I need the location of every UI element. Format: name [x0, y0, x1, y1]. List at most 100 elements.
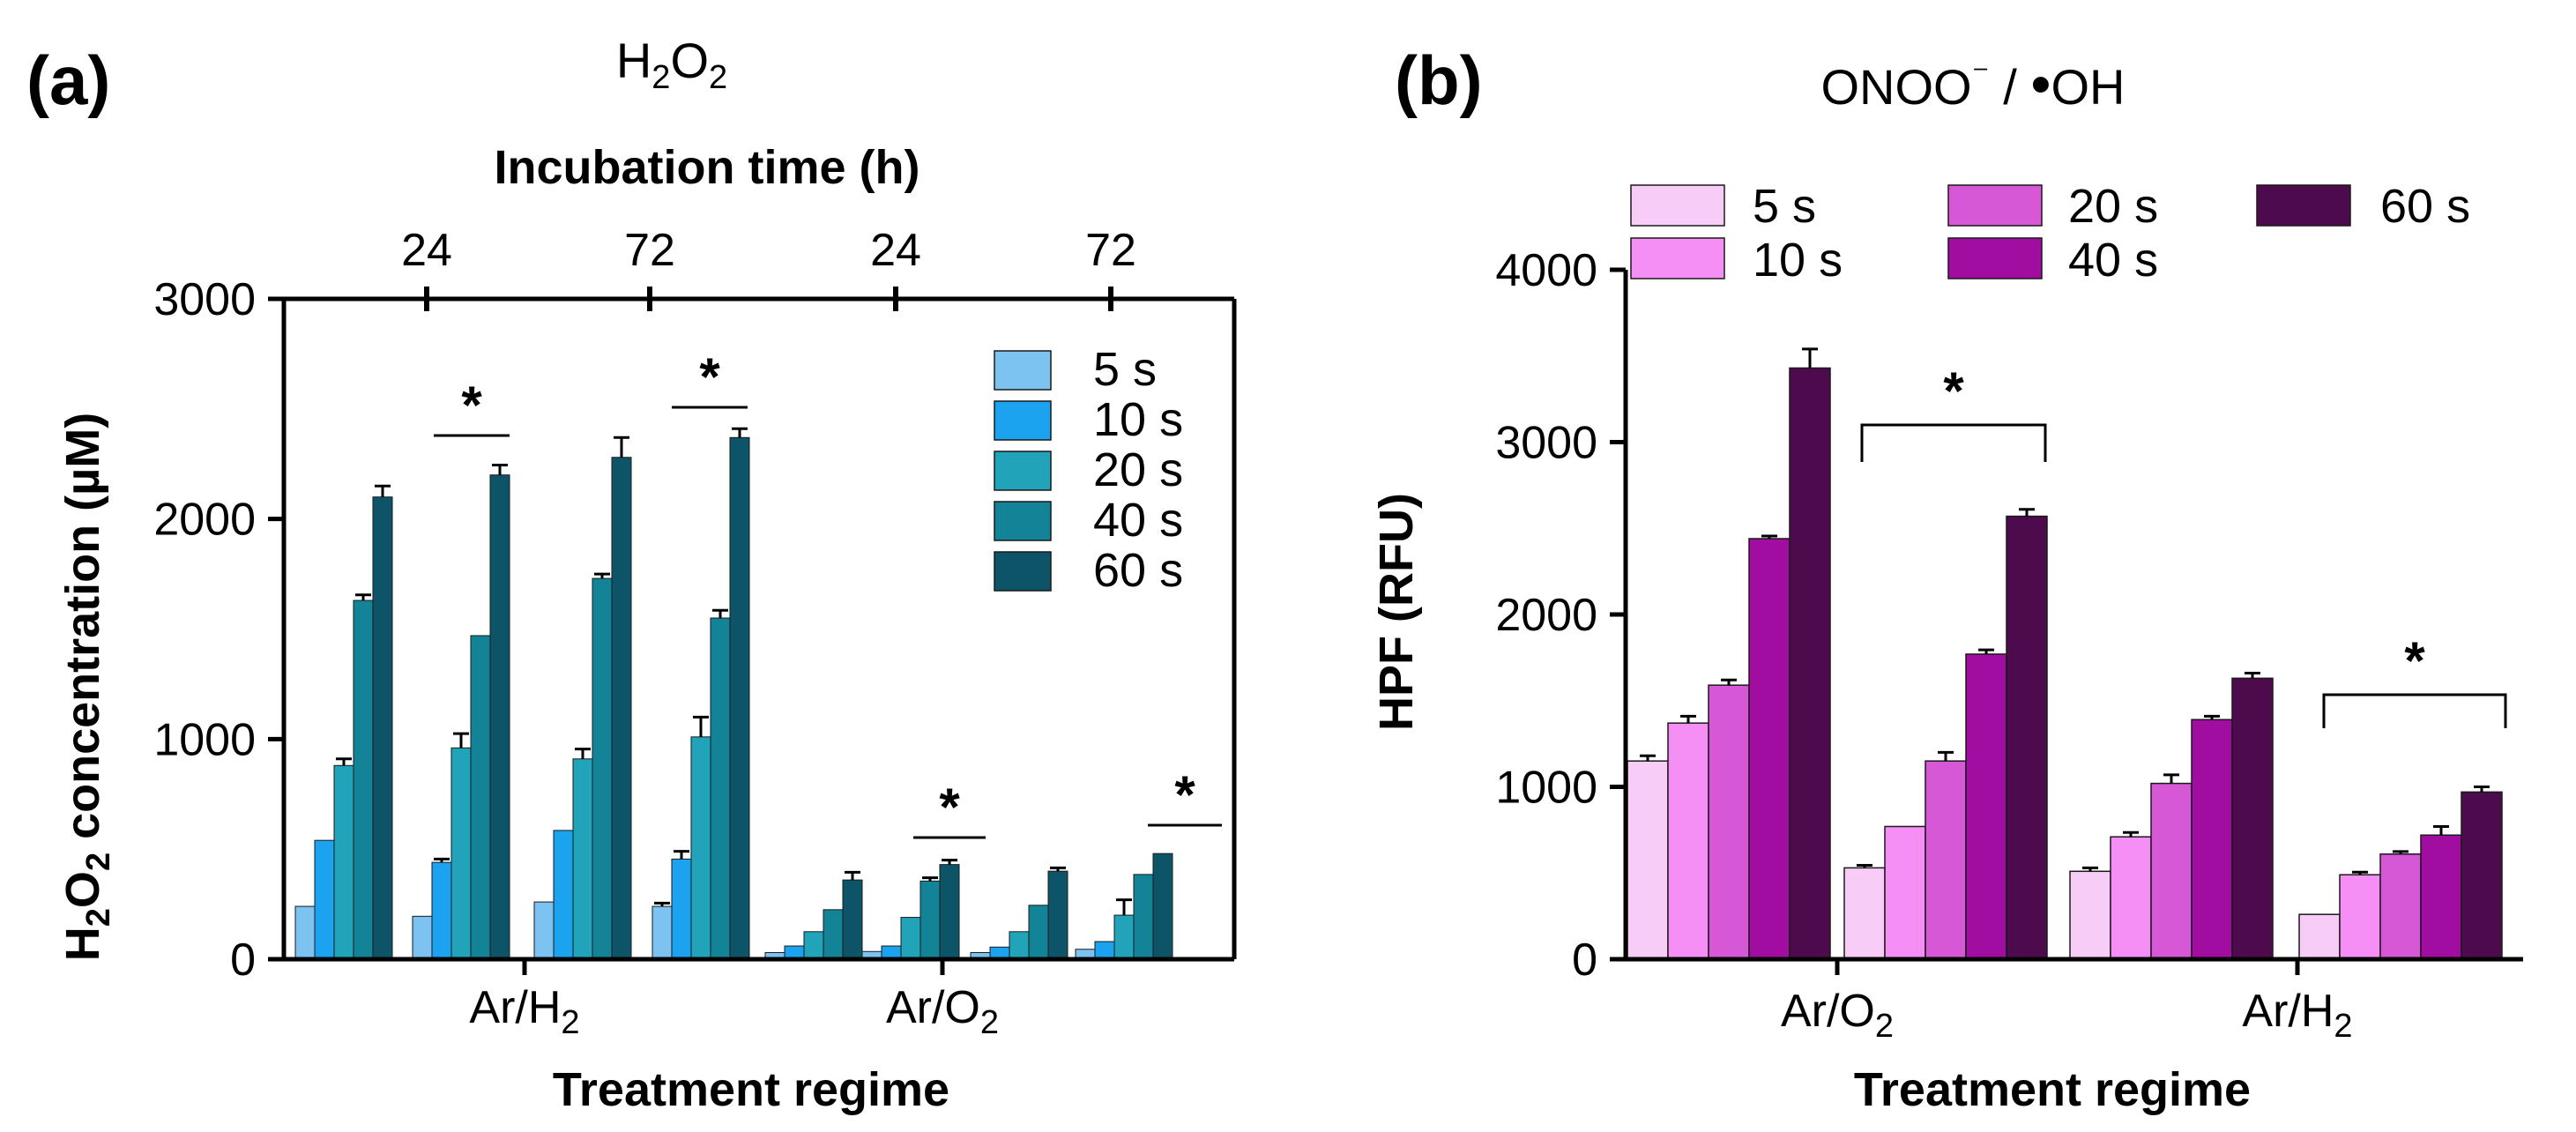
significance-star-1: * — [2404, 631, 2425, 690]
legend-swatch-3 — [1947, 237, 2043, 279]
legend-label-1: 10 s — [1093, 393, 1183, 446]
y-tick-label: 3000 — [1495, 418, 1597, 469]
legend-label-1: 10 s — [1753, 234, 1843, 287]
bar-20s-cluster-7 — [1113, 914, 1135, 960]
bar-40s-cluster-0 — [1748, 538, 1791, 960]
legend-swatch-2 — [994, 451, 1052, 491]
panel-a-letter: (a) — [26, 41, 110, 119]
bar-60s-cluster-3 — [729, 436, 750, 960]
legend-label-4: 60 s — [2380, 180, 2470, 233]
y-tick-label: 2000 — [153, 495, 256, 546]
bar-60s-cluster-3 — [2461, 791, 2503, 960]
bar-5s-cluster-2 — [2069, 870, 2111, 960]
bar-20s-cluster-0 — [333, 764, 354, 960]
legend-label-0: 5 s — [1753, 180, 1816, 233]
bar-60s-cluster-7 — [1152, 853, 1173, 960]
x-tick-label-0: Ar/H2 — [469, 982, 579, 1041]
bar-10s-cluster-2 — [553, 830, 574, 960]
significance-star-3: * — [1174, 765, 1195, 824]
bar-10s-cluster-1 — [1884, 825, 1926, 960]
bar-20s-cluster-1 — [450, 747, 472, 960]
bar-40s-cluster-7 — [1133, 874, 1154, 960]
x-tick-label-1: Ar/H2 — [2242, 986, 2352, 1045]
bar-5s-cluster-0 — [1627, 760, 1669, 960]
bar-40s-cluster-4 — [823, 909, 844, 960]
panel-a-x-axis-title: Treatment regime — [553, 1063, 949, 1116]
legend-swatch-4 — [994, 551, 1052, 592]
panel-b-y-axis-title: HPF (RFU) — [1370, 493, 1423, 731]
bar-5s-cluster-3 — [651, 905, 673, 960]
bar-20s-cluster-5 — [900, 917, 921, 960]
bar-20s-cluster-2 — [2150, 782, 2193, 960]
bar-10s-cluster-1 — [431, 861, 452, 960]
y-tick-label: 4000 — [1495, 245, 1597, 296]
bar-20s-cluster-2 — [572, 758, 593, 960]
top-tick-label: 72 — [1085, 225, 1136, 276]
panel-a-y-axis-title: H2O2 concentration (µM) — [56, 413, 117, 961]
bar-40s-cluster-5 — [919, 880, 941, 960]
top-tick-label: 24 — [401, 225, 452, 276]
significance-star-0: * — [1943, 361, 1964, 421]
bar-60s-cluster-6 — [1047, 870, 1068, 960]
bar-20s-cluster-3 — [2379, 853, 2422, 960]
bar-60s-cluster-2 — [2231, 677, 2274, 960]
panel-b-x-axis-title: Treatment regime — [1854, 1063, 2251, 1116]
bar-5s-cluster-2 — [533, 901, 555, 960]
bar-20s-cluster-4 — [803, 931, 824, 960]
legend-swatch-3 — [994, 501, 1052, 541]
bar-10s-cluster-0 — [1667, 722, 1709, 960]
panel-a-title: H2O2 — [616, 33, 727, 96]
bar-40s-cluster-6 — [1028, 905, 1049, 960]
bar-40s-cluster-1 — [470, 635, 491, 960]
top-tick-label: 72 — [624, 225, 675, 276]
bar-10s-cluster-3 — [671, 858, 692, 960]
bar-10s-cluster-0 — [314, 839, 335, 960]
legend-swatch-1 — [1630, 237, 1725, 279]
bar-40s-cluster-3 — [710, 617, 731, 960]
bar-10s-cluster-3 — [2339, 874, 2381, 960]
legend-swatch-2 — [1947, 184, 2043, 227]
legend-swatch-1 — [994, 400, 1052, 441]
y-tick-label: 0 — [1572, 935, 1597, 986]
bar-60s-cluster-2 — [611, 457, 632, 960]
bar-5s-cluster-1 — [1843, 867, 1886, 960]
bar-5s-cluster-1 — [412, 915, 433, 960]
legend-label-3: 40 s — [2068, 234, 2158, 287]
bar-20s-cluster-1 — [1925, 760, 1967, 960]
y-tick-label: 3000 — [153, 274, 256, 325]
legend-swatch-0 — [994, 350, 1052, 391]
panel-a-top-axis-title: Incubation time (h) — [495, 141, 920, 194]
significance-star-1: * — [699, 347, 720, 406]
bar-40s-cluster-3 — [2420, 834, 2462, 960]
bar-5s-cluster-3 — [2298, 913, 2341, 960]
significance-bracket-0 — [1860, 423, 2047, 462]
legend-swatch-0 — [1630, 184, 1725, 227]
top-tick-label: 24 — [870, 225, 921, 276]
bar-20s-cluster-0 — [1708, 684, 1750, 960]
panel-a-plot: 0 1000 2000 3000 24 72 24 72 Ar/H2 Ar/O2 * * * * 5 s10… — [153, 225, 1237, 1041]
legend-label-2: 20 s — [2068, 180, 2158, 233]
legend-label-3: 40 s — [1093, 494, 1183, 547]
bar-40s-cluster-1 — [1965, 653, 2007, 960]
bar-10s-cluster-2 — [2110, 836, 2152, 960]
y-tick-label: 1000 — [1495, 763, 1597, 814]
panel-b-plot: 0 1000 2000 3000 4000 Ar/O2 Ar/H2 * * 5 s10 s 20 s… — [1495, 180, 2523, 1045]
significance-star-2: * — [939, 778, 960, 837]
bar-60s-cluster-1 — [2006, 515, 2048, 960]
bar-40s-cluster-2 — [2191, 719, 2233, 960]
bar-60s-cluster-1 — [489, 474, 510, 960]
y-tick-label: 2000 — [1495, 590, 1597, 641]
x-tick-label-0: Ar/O2 — [1781, 986, 1894, 1045]
significance-bracket-1 — [2322, 693, 2507, 728]
y-tick-label: 0 — [230, 935, 256, 986]
legend-label-0: 5 s — [1093, 343, 1157, 396]
legend-swatch-4 — [2256, 184, 2351, 227]
bar-20s-cluster-3 — [690, 736, 711, 960]
bar-20s-cluster-6 — [1009, 931, 1030, 960]
legend-label-2: 20 s — [1093, 443, 1183, 496]
bar-60s-cluster-4 — [842, 879, 863, 960]
bar-60s-cluster-0 — [1789, 367, 1831, 960]
bar-60s-cluster-5 — [939, 864, 960, 960]
y-tick-label: 1000 — [153, 714, 256, 765]
